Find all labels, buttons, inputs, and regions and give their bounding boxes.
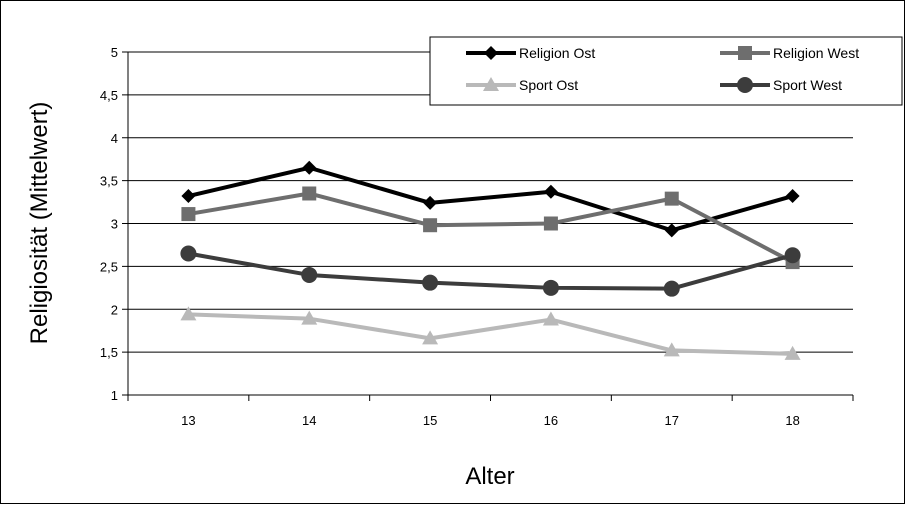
data-point-circle (737, 77, 753, 93)
x-tick-label: 17 (665, 413, 679, 428)
legend-entry: Sport Ost (466, 77, 578, 93)
data-point-diamond (664, 223, 679, 238)
data-point-diamond (423, 195, 438, 210)
y-tick-label: 2,5 (100, 259, 118, 274)
y-tick-label: 2 (111, 302, 118, 317)
data-point-diamond (543, 184, 558, 199)
y-tick-label: 1,5 (100, 345, 118, 360)
data-point-square (302, 186, 317, 201)
legend: Religion Ost Religion West Sport Ost Sport … (429, 36, 903, 106)
legend-entry: Sport West (720, 77, 842, 93)
y-tick-label: 3 (111, 217, 118, 232)
series-sport-ost (180, 306, 801, 360)
data-point-triangle (542, 311, 559, 326)
series-lines (180, 160, 801, 360)
data-point-diamond (181, 189, 196, 204)
axes (122, 51, 854, 401)
data-point-square (423, 218, 438, 233)
series-line (188, 251, 794, 291)
series-line (188, 312, 793, 356)
data-point-circle (542, 279, 559, 296)
data-point-circle (784, 247, 801, 264)
data-point-diamond (785, 189, 800, 204)
data-point-triangle (483, 77, 499, 91)
y-tick-label: 4 (111, 131, 118, 146)
y-tick-label: 4,5 (100, 88, 118, 103)
x-tick-label: 16 (544, 413, 558, 428)
legend-box (429, 36, 903, 106)
y-tick-label: 3,5 (100, 174, 118, 189)
data-point-triangle (784, 345, 801, 360)
data-point-circle (422, 274, 439, 291)
legend-label: Religion West (773, 45, 859, 61)
series-religion-ost (181, 160, 800, 238)
data-point-square (181, 207, 196, 222)
data-point-triangle (180, 306, 197, 321)
x-tick-label: 13 (181, 413, 195, 428)
data-point-square (738, 46, 752, 60)
series-line (188, 191, 794, 264)
y-axis-title: Religiosität (Mittelwert) (26, 102, 53, 345)
x-tick-label: 18 (785, 413, 799, 428)
data-point-square (543, 216, 558, 231)
legend-label: Religion Ost (519, 45, 595, 61)
legend-label: Sport West (773, 77, 842, 93)
data-point-diamond (484, 46, 498, 60)
y-tick-labels: 1 1,5 2 2,5 3 3,5 4 4,5 5 (100, 45, 118, 403)
series-sport-west (180, 245, 801, 297)
x-tick-label: 15 (423, 413, 437, 428)
data-point-square (664, 191, 679, 206)
data-point-circle (180, 245, 197, 262)
x-tick-labels: 13 14 15 16 17 18 (181, 413, 800, 428)
x-axis-title: Alter (465, 463, 514, 490)
legend-label: Sport Ost (519, 77, 578, 93)
data-point-triangle (422, 330, 439, 345)
data-point-circle (301, 266, 318, 283)
y-tick-label: 1 (111, 388, 118, 403)
data-point-circle (663, 280, 680, 297)
legend-entry: Religion Ost (466, 45, 595, 61)
data-point-diamond (302, 160, 317, 175)
legend-entry: Religion West (720, 45, 859, 61)
data-point-triangle (663, 342, 680, 357)
y-tick-label: 5 (111, 45, 118, 60)
data-point-triangle (301, 310, 318, 325)
x-tick-label: 14 (302, 413, 316, 428)
series-line (187, 165, 794, 233)
